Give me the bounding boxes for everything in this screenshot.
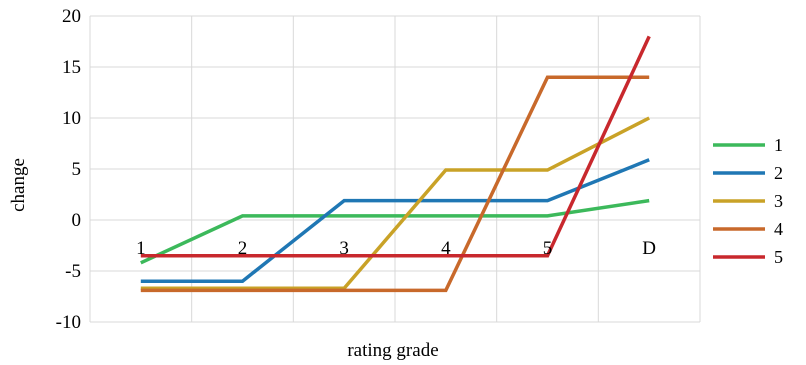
y-axis-title: change	[8, 158, 29, 212]
legend-label: 3	[774, 191, 783, 211]
series-line-3	[140, 116, 650, 291]
legend-label: 5	[774, 247, 783, 267]
legend-label: 1	[774, 135, 783, 155]
y-tick-label: 15	[62, 57, 81, 78]
y-tick-label: -10	[56, 312, 81, 333]
series-line-2	[140, 158, 650, 283]
series-line-4	[140, 75, 650, 293]
y-tick-label: 10	[62, 108, 81, 129]
legend: 1 2 3 4 5	[713, 135, 783, 267]
x-category-label: 3	[339, 238, 349, 259]
x-category-label: 1	[136, 238, 146, 259]
legend-label: 2	[774, 163, 783, 183]
y-tick-label: 5	[72, 159, 82, 180]
x-category-label: 5	[543, 238, 553, 259]
x-category-label: D	[642, 238, 656, 259]
x-axis-title: rating grade	[347, 340, 438, 361]
y-tick-labels: -10 -5 0 5 10 15 20	[56, 6, 81, 333]
series-line-5	[140, 35, 651, 258]
y-tick-label: -5	[65, 261, 81, 282]
y-tick-label: 20	[62, 6, 81, 27]
x-category-label: 2	[238, 238, 248, 259]
x-category-label: 4	[441, 238, 451, 259]
legend-label: 4	[774, 219, 783, 239]
grid-lines	[89, 15, 701, 323]
series-line-1	[140, 198, 650, 265]
y-tick-label: 0	[72, 210, 82, 231]
series-lines	[140, 35, 651, 293]
category-labels: 1 2 3 4 5 D	[136, 238, 656, 259]
